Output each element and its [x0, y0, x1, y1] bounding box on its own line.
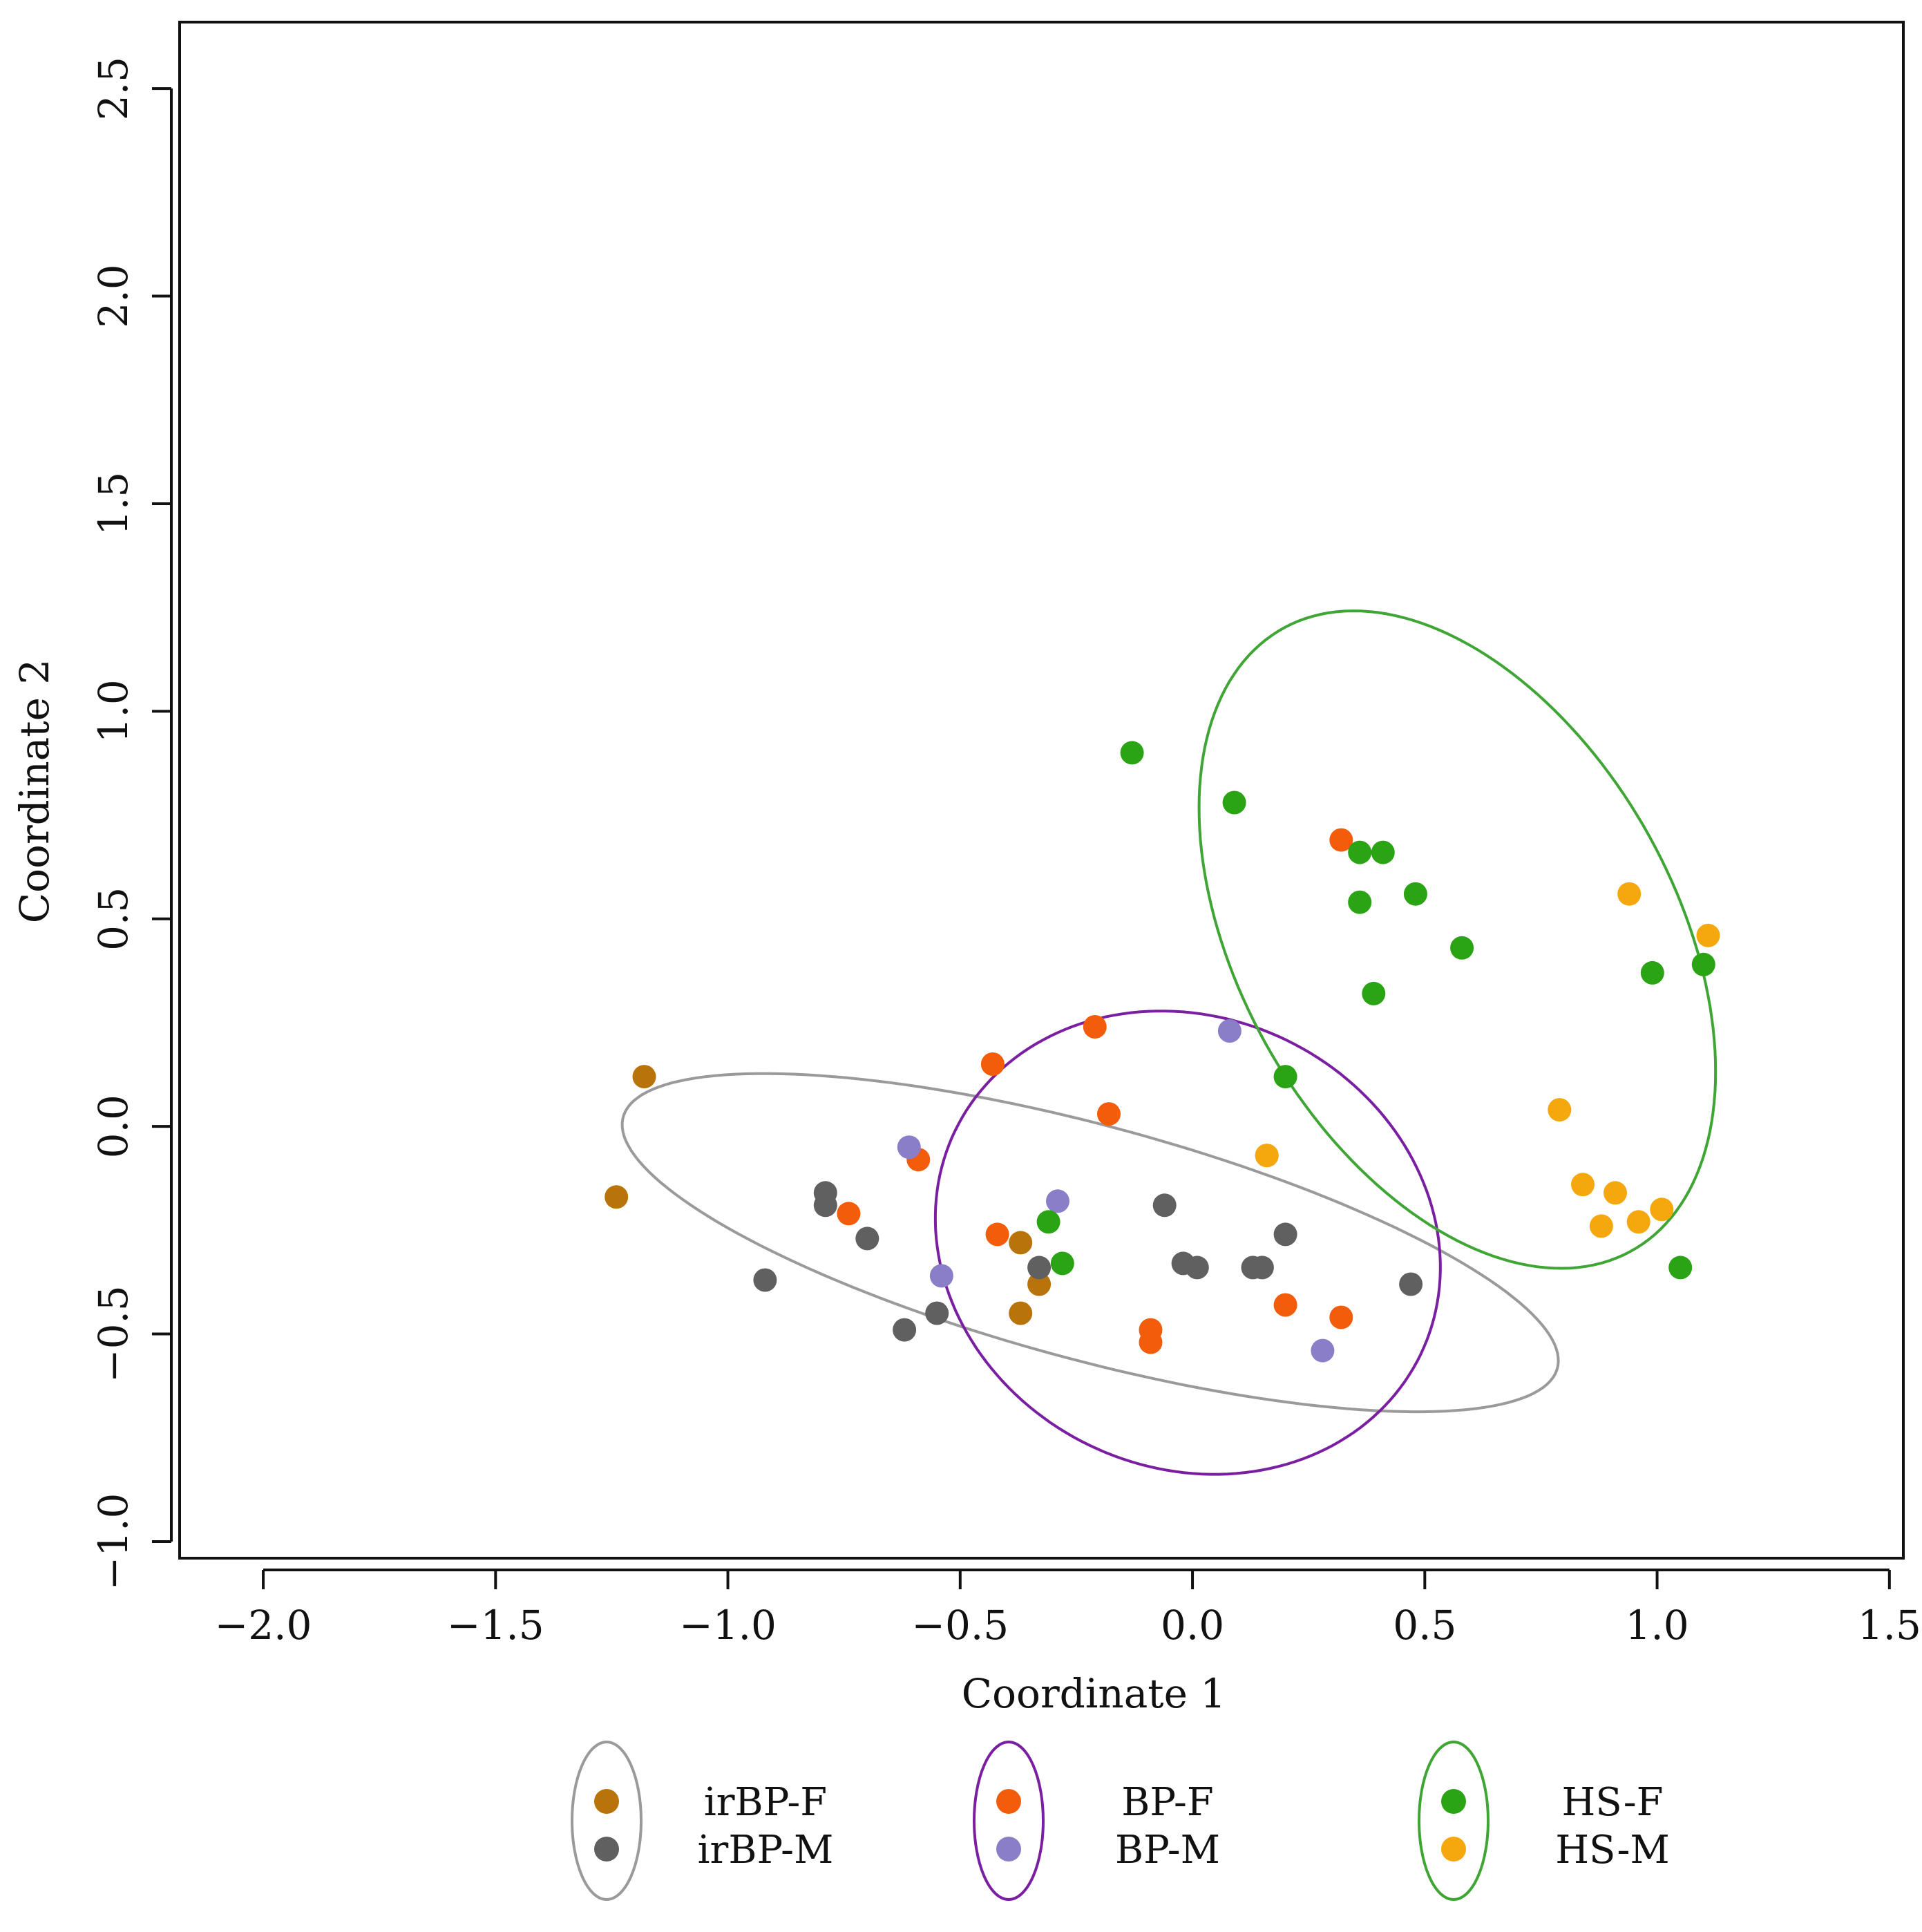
legend-label-hs-m: HS-M — [1555, 1828, 1670, 1873]
legend-group-hs: HS-FHS-M — [1418, 1741, 1670, 1901]
point-hs-f — [1120, 741, 1144, 765]
point-hs-f — [1450, 936, 1474, 960]
point-bp-m — [1046, 1189, 1069, 1213]
y-tick-label: 0.0 — [90, 1095, 137, 1158]
point-bp-m — [1217, 1019, 1241, 1043]
point-hs-m — [1696, 923, 1720, 947]
legend-ellipse — [571, 1741, 643, 1901]
point-bp-f — [837, 1202, 861, 1226]
legend-marker-bp-f — [996, 1789, 1021, 1814]
ellipse-irbp — [620, 1072, 1560, 1414]
ellipse-hs — [1197, 609, 1718, 1270]
x-tick-label: 0.5 — [1393, 1602, 1456, 1649]
point-bp-f — [980, 1052, 1005, 1076]
legend-label-irbp-f: irBP-F — [704, 1780, 827, 1825]
point-hs-m — [1548, 1098, 1572, 1122]
y-tick-label: 1.5 — [90, 472, 137, 536]
legend-marker-irbp-m — [594, 1837, 619, 1862]
data-points — [605, 741, 1720, 1363]
x-tick-label: −2.0 — [215, 1602, 312, 1649]
ellipse-bp — [933, 1010, 1442, 1476]
point-irbp-m — [753, 1268, 777, 1292]
x-axis: −2.0 −1.5 −1.0 −0.5 0.0 0.5 1.0 1.5 — [215, 1569, 1921, 1649]
point-hs-f — [1691, 952, 1715, 976]
point-bp-f — [985, 1222, 1009, 1247]
point-hs-m — [1604, 1181, 1627, 1205]
legend-label-hs-f: HS-F — [1561, 1780, 1663, 1825]
point-hs-f — [1640, 960, 1664, 985]
legend-group-bp: BP-FBP-M — [973, 1741, 1220, 1901]
point-hs-f — [1362, 981, 1386, 1005]
y-tick-label: −1.0 — [90, 1493, 137, 1591]
legend-ellipse — [973, 1741, 1045, 1901]
point-hs-f — [1348, 840, 1372, 864]
point-hs-m — [1255, 1144, 1279, 1168]
point-bp-f — [1329, 1305, 1353, 1329]
y-tick-label: 2.5 — [90, 57, 137, 120]
legend-marker-irbp-f — [594, 1789, 619, 1814]
point-hs-m — [1626, 1210, 1650, 1234]
point-irbp-m — [1027, 1256, 1052, 1280]
point-irbp-f — [632, 1065, 656, 1089]
point-irbp-f — [1009, 1301, 1033, 1325]
point-bp-f — [1083, 1015, 1107, 1039]
legend-ellipse — [1418, 1741, 1490, 1901]
x-axis-title: Coordinate 1 — [962, 1670, 1226, 1717]
point-irbp-m — [1250, 1256, 1274, 1280]
point-bp-m — [1311, 1338, 1335, 1363]
legend-marker-hs-f — [1441, 1789, 1466, 1814]
confidence-ellipses — [620, 609, 1718, 1476]
point-hs-m — [1650, 1197, 1674, 1222]
point-irbp-m — [925, 1301, 949, 1325]
point-irbp-m — [813, 1193, 837, 1218]
point-irbp-f — [1027, 1272, 1052, 1296]
legend-label-bp-f: BP-F — [1121, 1780, 1214, 1825]
y-tick-label: −0.5 — [90, 1285, 137, 1383]
point-hs-m — [1617, 882, 1642, 906]
point-bp-f — [1329, 828, 1353, 852]
point-irbp-m — [1152, 1193, 1177, 1218]
point-hs-m — [1571, 1173, 1595, 1197]
x-tick-label: 0.0 — [1161, 1602, 1224, 1649]
point-hs-m — [1589, 1214, 1613, 1238]
point-irbp-m — [855, 1227, 879, 1251]
legend-marker-hs-m — [1441, 1837, 1466, 1862]
point-hs-f — [1050, 1251, 1074, 1276]
y-tick-label: 1.0 — [90, 679, 137, 743]
point-hs-f — [1371, 840, 1395, 864]
point-irbp-m — [1185, 1256, 1209, 1280]
x-tick-label: −1.5 — [447, 1602, 544, 1649]
point-hs-f — [1668, 1256, 1693, 1280]
x-tick-label: −0.5 — [911, 1602, 1009, 1649]
legend-label-bp-m: BP-M — [1115, 1828, 1220, 1873]
point-hs-f — [1403, 882, 1427, 906]
point-bp-f — [1139, 1330, 1163, 1354]
point-bp-f — [1097, 1102, 1121, 1126]
point-bp-m — [897, 1135, 921, 1159]
x-tick-label: 1.0 — [1625, 1602, 1688, 1649]
point-irbp-m — [1399, 1272, 1423, 1296]
legend-label-irbp-m: irBP-M — [698, 1828, 834, 1873]
point-bp-f — [1273, 1293, 1297, 1317]
x-tick-label: −1.0 — [679, 1602, 777, 1649]
y-axis-title: Coordinate 2 — [11, 659, 58, 924]
y-tick-label: 0.5 — [90, 887, 137, 951]
point-hs-f — [1348, 890, 1372, 914]
y-axis: −1.0 −0.5 0.0 0.5 1.0 1.5 2.0 2.5 — [90, 57, 173, 1591]
point-hs-f — [1222, 790, 1246, 815]
point-bp-m — [929, 1264, 953, 1288]
point-hs-f — [1036, 1210, 1060, 1234]
point-irbp-f — [605, 1185, 629, 1209]
x-tick-label: 1.5 — [1858, 1602, 1921, 1649]
point-irbp-m — [1273, 1222, 1297, 1247]
point-irbp-f — [1009, 1231, 1033, 1255]
plot-frame — [178, 21, 1905, 1560]
y-tick-label: 2.0 — [90, 264, 137, 328]
point-hs-f — [1273, 1065, 1297, 1089]
point-irbp-m — [893, 1318, 917, 1342]
legend-marker-bp-m — [996, 1837, 1021, 1862]
